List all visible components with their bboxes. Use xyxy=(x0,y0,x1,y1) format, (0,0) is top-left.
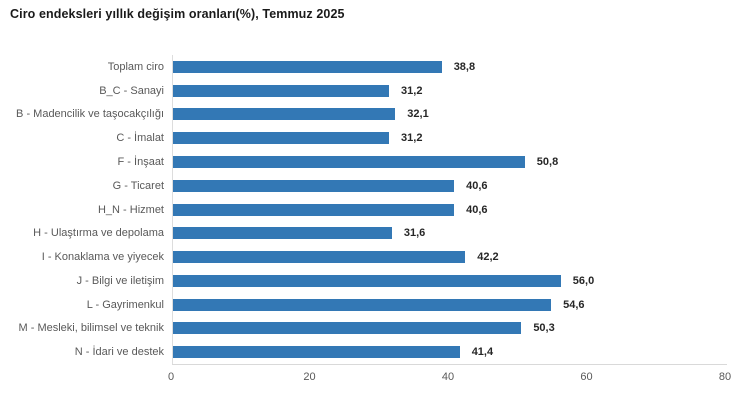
chart-title: Ciro endeksleri yıllık değişim oranları(… xyxy=(10,7,345,21)
category-label: M - Mesleki, bilimsel ve teknik xyxy=(18,322,164,335)
bar[interactable] xyxy=(173,227,392,240)
bar[interactable] xyxy=(173,179,455,192)
bar[interactable] xyxy=(173,203,455,216)
x-axis-tick-label: 80 xyxy=(718,371,732,383)
category-label: J - Bilgi ve iletişim xyxy=(76,274,164,287)
value-label: 54,6 xyxy=(563,298,585,311)
category-label: H_N - Hizmet xyxy=(97,203,164,216)
x-axis-tick-label: 40 xyxy=(441,371,455,383)
value-label: 31,2 xyxy=(401,84,423,97)
value-label: 40,6 xyxy=(466,179,488,192)
category-label: C - İmalat xyxy=(116,132,164,145)
value-label: 31,6 xyxy=(403,227,426,240)
category-label: N - İdari ve destek xyxy=(74,346,164,359)
bar[interactable] xyxy=(173,298,552,311)
bar[interactable] xyxy=(173,274,561,287)
category-label: B_C - Sanayi xyxy=(99,84,164,97)
x-axis-tick-label: 60 xyxy=(580,371,593,383)
bar[interactable] xyxy=(173,60,442,73)
category-label: L - Gayrimenkul xyxy=(86,298,164,311)
x-axis-tick-label: 0 xyxy=(167,371,175,383)
bar[interactable] xyxy=(173,251,466,264)
value-label: 50,3 xyxy=(533,322,555,335)
y-axis-line xyxy=(172,55,173,364)
bar[interactable] xyxy=(173,322,522,335)
x-axis-line xyxy=(172,364,727,365)
bar[interactable] xyxy=(173,108,396,121)
bar[interactable] xyxy=(173,132,390,145)
value-label: 42,2 xyxy=(477,251,499,264)
value-label: 31,2 xyxy=(401,132,423,145)
category-label: Toplam ciro xyxy=(107,60,164,73)
x-axis-tick-label: 20 xyxy=(303,371,316,383)
category-label: G - Ticaret xyxy=(112,179,164,192)
value-label: 40,6 xyxy=(466,203,488,216)
bar[interactable] xyxy=(173,346,460,359)
category-label: I - Konaklama ve yiyecek xyxy=(41,251,164,264)
bar[interactable] xyxy=(173,84,390,97)
value-label: 41,4 xyxy=(471,346,494,359)
bar[interactable] xyxy=(173,155,525,168)
value-label: 56,0 xyxy=(572,274,595,287)
value-label: 38,8 xyxy=(453,60,476,73)
category-label: H - Ulaştırma ve depolama xyxy=(33,227,164,240)
value-label: 50,8 xyxy=(536,155,559,168)
value-label: 32,1 xyxy=(407,108,429,121)
category-label: B - Madencilik ve taşocakçılığı xyxy=(16,108,164,121)
category-label: F - İnşaat xyxy=(117,155,164,168)
